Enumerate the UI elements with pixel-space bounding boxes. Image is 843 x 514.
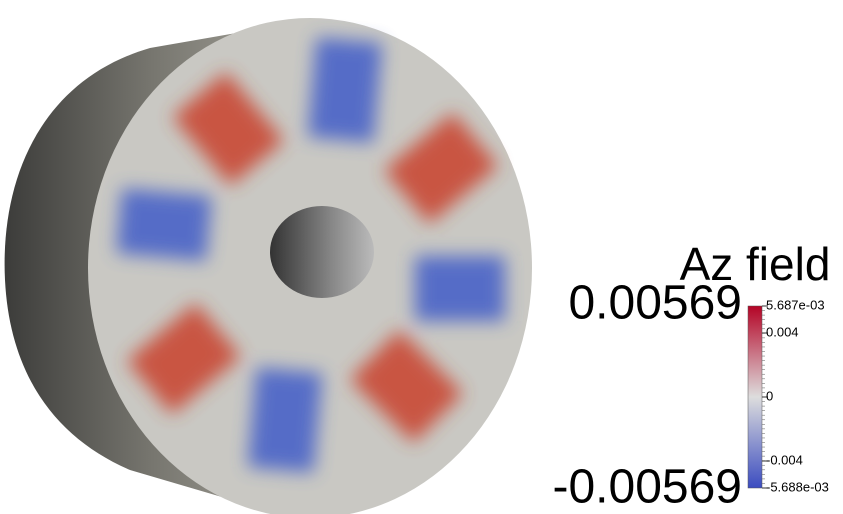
cylinder <box>4 18 532 514</box>
colorbar-title: Az field <box>680 238 831 290</box>
tick-label: -0.004 <box>766 452 803 467</box>
tick-label: 0.004 <box>766 324 799 339</box>
max-label: 0.00569 <box>568 277 742 330</box>
range-label: 5.687e-03 <box>766 297 825 312</box>
range-label: -5.688e-03 <box>766 479 829 494</box>
tick-label: 0 <box>766 388 773 403</box>
colorbar <box>747 305 763 489</box>
min-label: -0.00569 <box>553 461 743 514</box>
